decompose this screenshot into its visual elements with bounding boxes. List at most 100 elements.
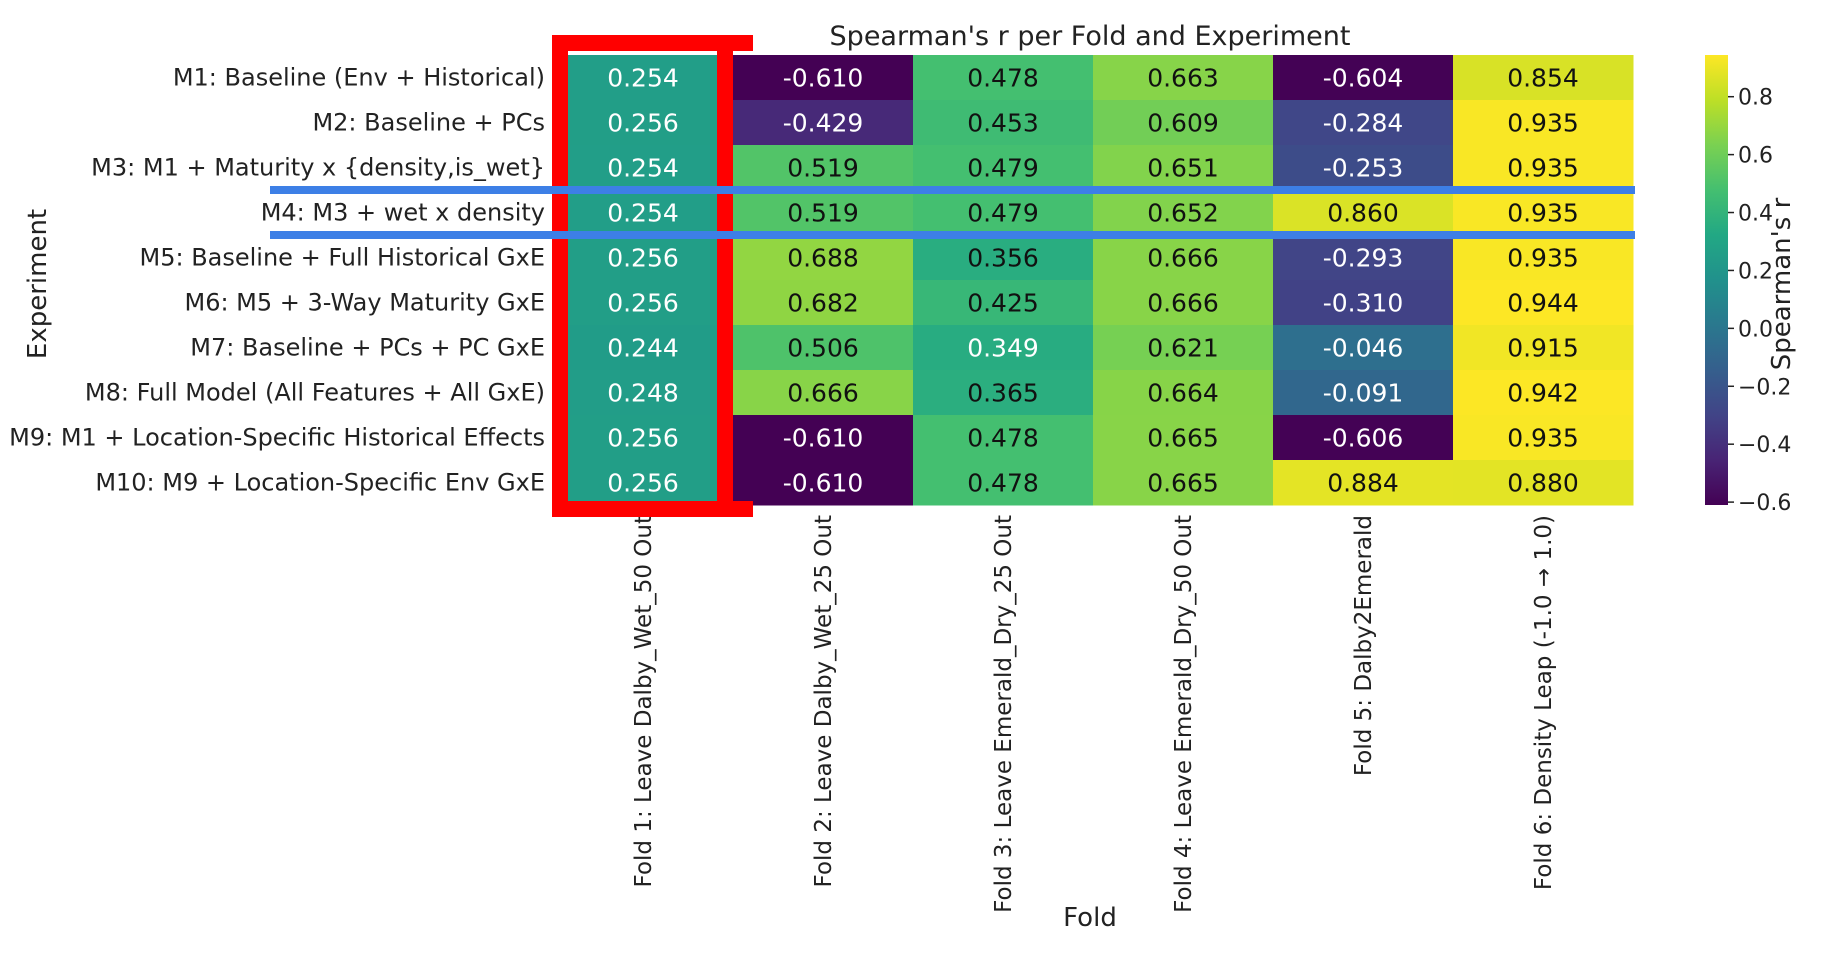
colorbar-tick-label: 0.8	[1738, 86, 1773, 111]
heatmap-cell	[1453, 235, 1634, 281]
cell-value-label: 0.884	[1327, 469, 1399, 498]
colorbar-tick-label: 0.0	[1738, 317, 1773, 342]
cell-value-label: -0.429	[783, 109, 864, 138]
heatmap-cell	[1273, 460, 1454, 506]
cell-value-label: -0.610	[783, 64, 864, 93]
heatmap-cell	[1093, 235, 1274, 281]
cell-value-label: 0.478	[967, 469, 1039, 498]
cell-value-label: 0.915	[1507, 334, 1579, 363]
heatmap-cell	[1453, 100, 1634, 146]
heatmap-cell	[1273, 190, 1454, 236]
heatmap-cell	[1453, 190, 1634, 236]
cell-value-label: 0.935	[1507, 424, 1579, 453]
heatmap-cell	[1093, 280, 1274, 326]
heatmap-cell	[1453, 145, 1634, 191]
heatmap-cell	[733, 280, 914, 326]
row-label: M6: M5 + 3-Way Maturity GxE	[184, 289, 545, 317]
heatmap-cell	[1273, 370, 1454, 416]
cell-value-label: 0.244	[607, 334, 679, 363]
cell-value-label: 0.254	[607, 154, 679, 183]
heatmap-cell	[1273, 235, 1454, 281]
heatmap-cell	[733, 460, 914, 506]
heatmap-cell	[553, 235, 734, 281]
colorbar-gradient	[1705, 55, 1728, 505]
heatmap-cell-labels: 0.254 -0.610 0.478 0.663 -0.604 0.854 0.256 -0.…	[607, 64, 1579, 498]
row-label: M3: M1 + Maturity x {density,is_wet}	[91, 154, 545, 182]
cell-value-label: -0.293	[1323, 244, 1404, 273]
column-tick-labels: Fold 1: Leave Dalby_Wet_50 Out Fold 2: Le…	[631, 515, 1557, 913]
column-label: Fold 1: Leave Dalby_Wet_50 Out	[631, 515, 657, 887]
column-highlight-bottom-bar	[552, 501, 753, 517]
cell-value-label: 0.425	[967, 289, 1039, 318]
cell-value-label: 0.453	[967, 109, 1039, 138]
heatmap-cell	[553, 55, 734, 101]
cell-value-label: 0.248	[607, 379, 679, 408]
heatmap-cell	[1453, 370, 1634, 416]
cell-value-label: -0.610	[783, 424, 864, 453]
cell-value-label: 0.935	[1507, 199, 1579, 228]
cell-value-label: 0.682	[787, 289, 859, 318]
cell-value-label: 0.666	[787, 379, 859, 408]
heatmap-cell	[733, 100, 914, 146]
heatmap-cell	[1093, 145, 1274, 191]
heatmap-cell	[913, 415, 1094, 461]
heatmap-cell	[553, 280, 734, 326]
cell-value-label: 0.519	[787, 154, 859, 183]
heatmap-cell	[1093, 190, 1274, 236]
column-label: Fold 3: Leave Emerald_Dry_25 Out	[991, 515, 1017, 913]
cell-value-label: 0.519	[787, 199, 859, 228]
heatmap-cell	[1093, 100, 1274, 146]
cell-value-label: 0.256	[607, 109, 679, 138]
colorbar-tick-label: −0.2	[1738, 375, 1791, 400]
column-highlight-left-bar	[552, 51, 568, 505]
heatmap-cell	[1453, 460, 1634, 506]
heatmap-cell	[1093, 415, 1274, 461]
row-label: M10: M9 + Location-Specific Env GxE	[95, 469, 545, 497]
cell-value-label: -0.046	[1323, 334, 1404, 363]
cell-value-label: 0.621	[1147, 334, 1219, 363]
cell-value-label: 0.663	[1147, 64, 1219, 93]
column-label: Fold 6: Density Leap (-1.0 → 1.0)	[1531, 515, 1557, 890]
cell-value-label: 0.935	[1507, 154, 1579, 183]
colorbar-tick-label: 0.6	[1738, 144, 1773, 169]
heatmap-cell	[733, 415, 914, 461]
heatmap-cell	[1453, 55, 1634, 101]
column-highlight-top-bar	[552, 35, 753, 51]
heatmap-cell	[1273, 100, 1454, 146]
row-highlight-top-line	[270, 186, 1635, 194]
heatmap-cell	[913, 190, 1094, 236]
heatmap-cell	[913, 145, 1094, 191]
colorbar-tick-label: 0.4	[1738, 202, 1773, 227]
cell-value-label: 0.944	[1507, 289, 1579, 318]
cell-value-label: 0.935	[1507, 244, 1579, 273]
cell-value-label: 0.506	[787, 334, 859, 363]
heatmap-cell	[733, 190, 914, 236]
heatmap-cell	[913, 100, 1094, 146]
heatmap-cell	[553, 415, 734, 461]
heatmap-cell	[1093, 55, 1274, 101]
colorbar-label: Spearman's r	[1767, 197, 1797, 370]
x-axis-label: Fold	[1063, 903, 1117, 933]
colorbar-tick-label: −0.4	[1738, 433, 1791, 458]
heatmap-cell	[733, 55, 914, 101]
row-label: M7: Baseline + PCs + PC GxE	[190, 334, 545, 362]
cell-value-label: 0.688	[787, 244, 859, 273]
cell-value-label: 0.479	[967, 199, 1039, 228]
heatmap-cell	[913, 235, 1094, 281]
heatmap-cell	[733, 370, 914, 416]
cell-value-label: 0.478	[967, 64, 1039, 93]
cell-value-label: -0.284	[1323, 109, 1404, 138]
heatmap-cell	[553, 370, 734, 416]
cell-value-label: 0.254	[607, 64, 679, 93]
heatmap-cell	[1273, 325, 1454, 371]
heatmap-cell	[913, 55, 1094, 101]
heatmap-cell	[733, 145, 914, 191]
column-label: Fold 5: Dalby2Emerald	[1351, 515, 1377, 776]
heatmap-cell	[1273, 145, 1454, 191]
heatmap-cell	[1273, 415, 1454, 461]
cell-value-label: 0.365	[967, 379, 1039, 408]
heatmap-cell	[913, 370, 1094, 416]
cell-value-label: 0.666	[1147, 244, 1219, 273]
cell-value-label: 0.664	[1147, 379, 1219, 408]
